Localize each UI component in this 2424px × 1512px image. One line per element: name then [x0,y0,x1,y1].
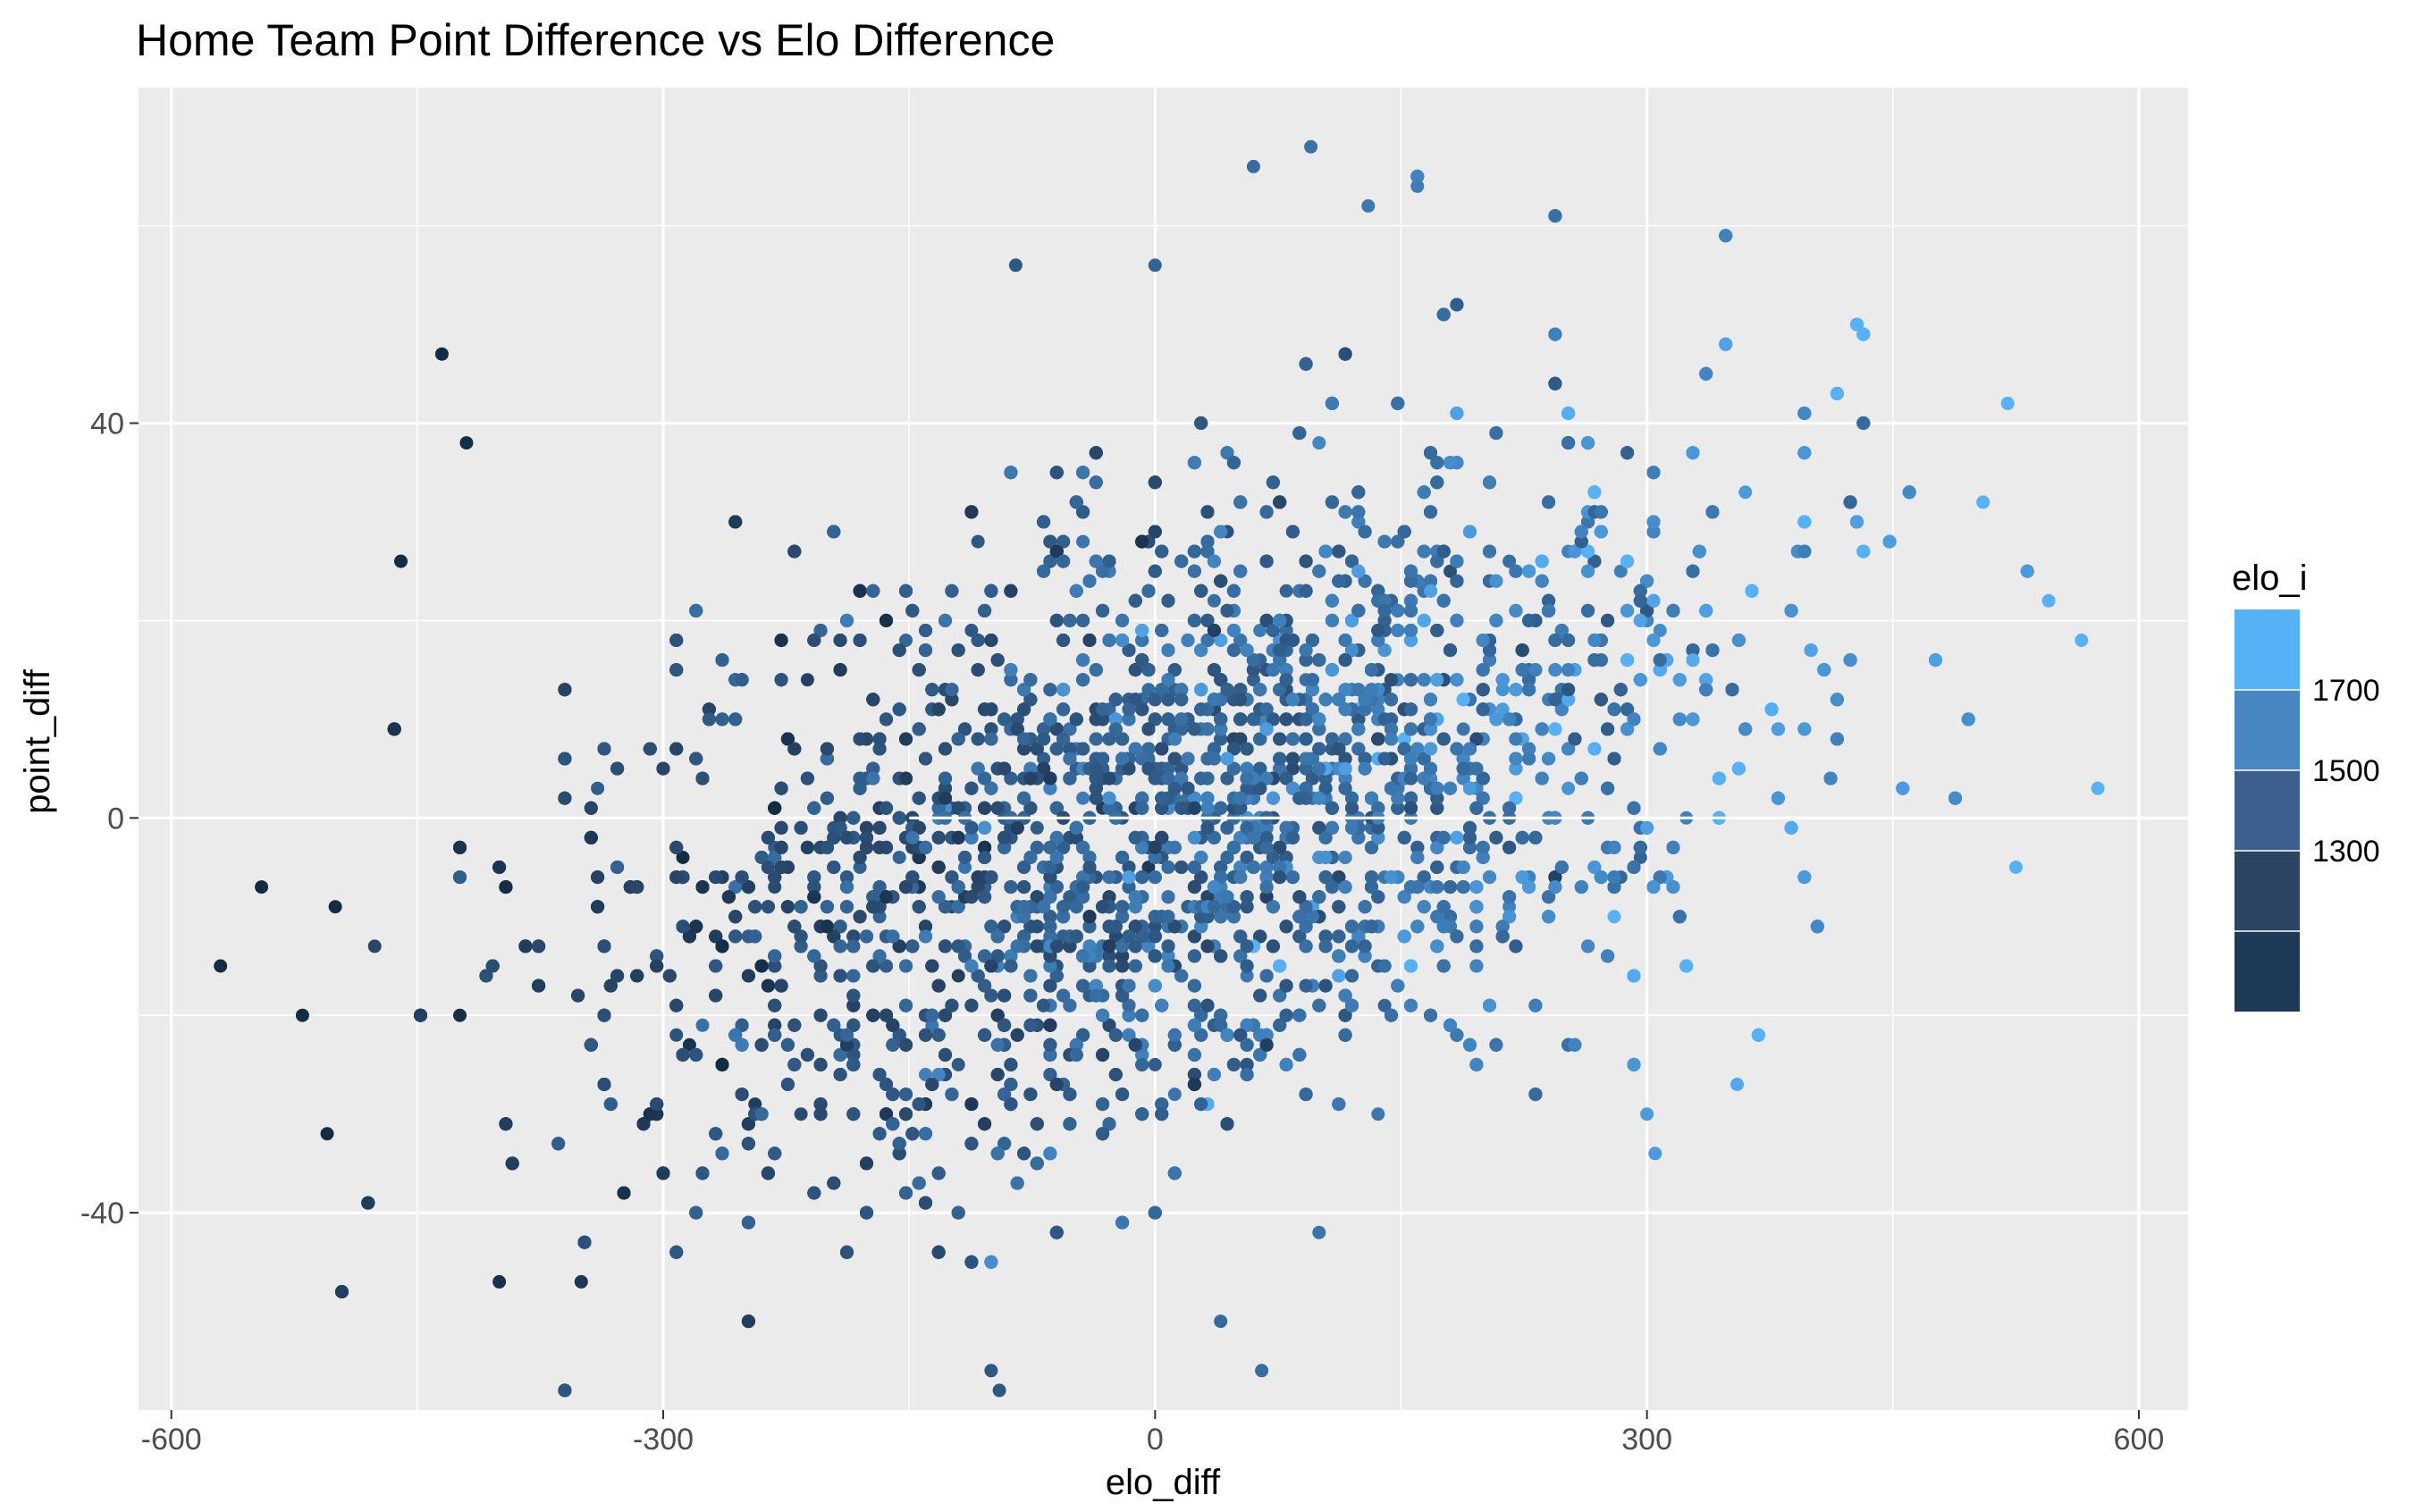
data-point [893,851,906,864]
data-point [952,1058,965,1071]
chart-title: Home Team Point Difference vs Elo Differ… [136,15,1055,65]
data-point [1608,910,1621,923]
data-point [972,535,985,549]
data-point [952,970,965,983]
data-point [1168,1088,1182,1101]
data-point [1457,722,1470,735]
data-point [453,1009,467,1022]
data-point [1312,436,1326,449]
data-point [1076,792,1090,805]
data-point [696,1019,710,1032]
data-point [1561,782,1575,795]
data-point [368,939,382,953]
data-point [669,1029,683,1042]
data-point [1076,535,1090,549]
data-point [1280,584,1293,598]
data-point [591,782,604,795]
data-point [795,1107,808,1121]
data-point [1738,485,1752,499]
data-point [1031,821,1044,835]
data-point [1208,594,1221,608]
data-point [1149,1058,1162,1071]
data-point [801,673,814,686]
data-point [1371,1107,1385,1121]
